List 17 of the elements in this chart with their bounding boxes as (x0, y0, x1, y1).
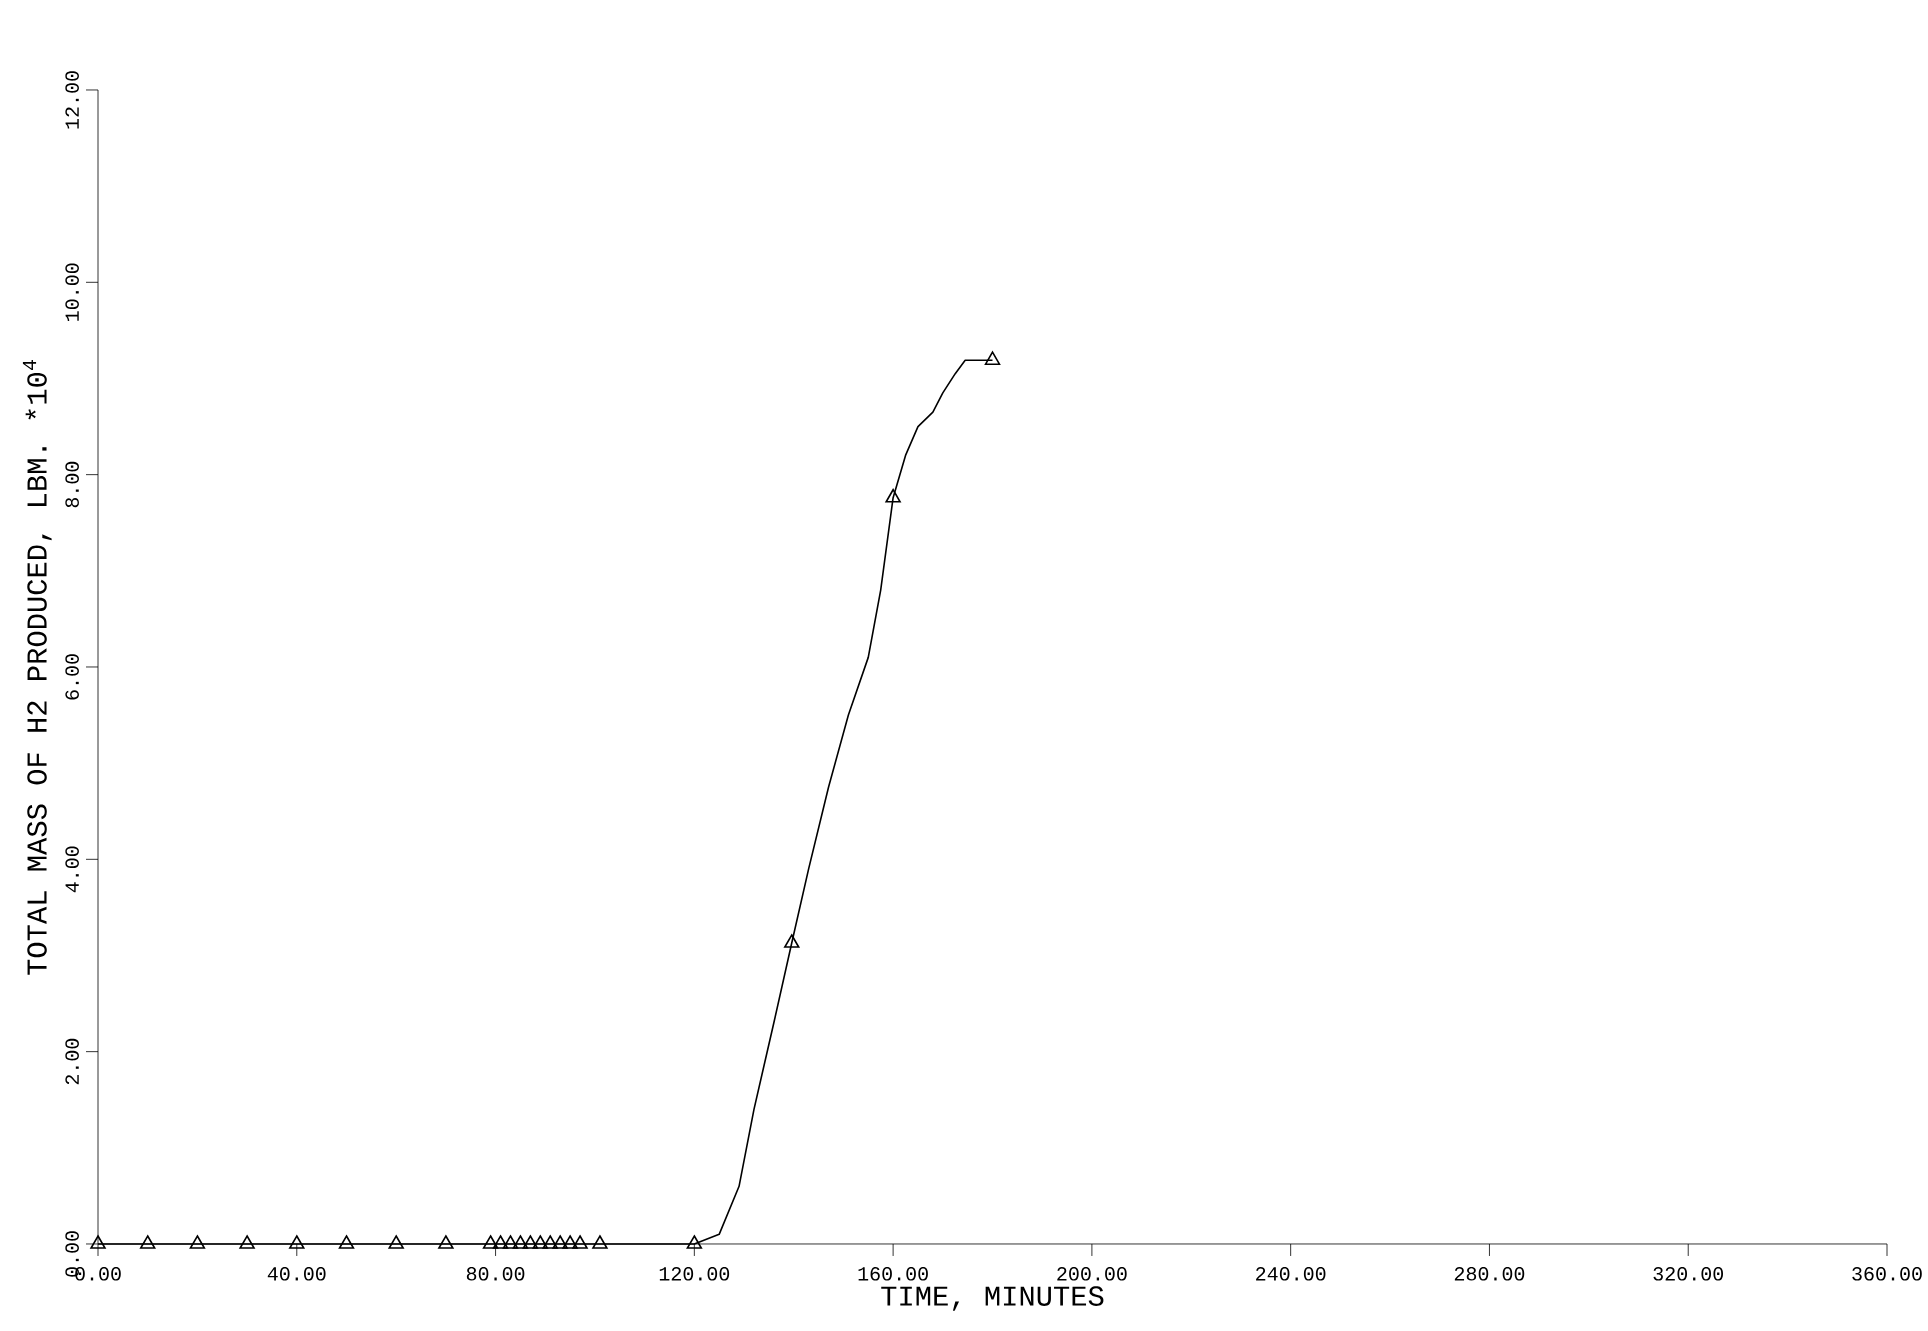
y-tick-label: 4.00 (65, 846, 79, 893)
x-tick-label: 40.00 (267, 1267, 326, 1281)
x-tick-label: 120.00 (659, 1267, 730, 1281)
x-tick-label: 200.00 (1057, 1267, 1127, 1281)
y-tick-label: 6.00 (65, 654, 79, 700)
x-tick-label: 160.00 (858, 1267, 928, 1281)
y-tick-label: 8.00 (65, 461, 79, 508)
y-tick-label: 2.00 (65, 1038, 79, 1085)
y-tick-label: 12.00 (65, 71, 79, 129)
x-axis-title: TIME, MINUTES (881, 1286, 1104, 1311)
x-tick-label: 80.00 (466, 1267, 525, 1281)
y-tick-label: 10.00 (65, 263, 79, 321)
y-axis-title: TOTAL MASS OF H2 PRODUCED, LBM. *10$^{4}$ (22, 360, 52, 975)
x-tick-label: 360.00 (1852, 1267, 1922, 1281)
x-tick-label: 240.00 (1256, 1267, 1326, 1281)
x-tick-label: 320.00 (1653, 1267, 1724, 1281)
x-tick-label: 280.00 (1454, 1267, 1525, 1281)
